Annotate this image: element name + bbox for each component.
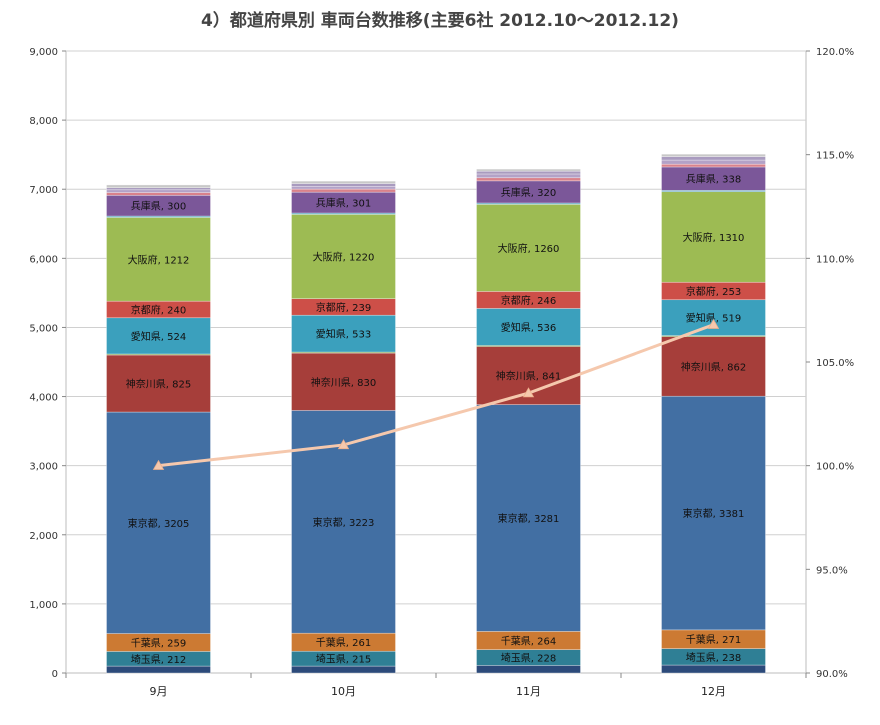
segment-data-label: 京都府, 246 — [501, 294, 556, 307]
bar-segment — [661, 336, 766, 397]
ratio-line-marker — [707, 318, 720, 329]
segment-data-label: 兵庫県, 301 — [316, 197, 371, 210]
y-tick-label: 6,000 — [29, 254, 58, 265]
bar-segment — [291, 352, 396, 411]
segment-data-label: 埼玉県, 215 — [316, 653, 371, 666]
y2-tick-label: 105.0% — [816, 358, 854, 369]
bar-segment — [661, 299, 766, 336]
axes: 0 1,000 2,000 3,000 4,000 5,000 6,000 7,000 8,00… — [29, 47, 854, 698]
segment-data-label: 千葉県, 259 — [131, 636, 186, 649]
bar-segment — [106, 354, 211, 413]
segment-data-label: 東京都, 3381 — [683, 507, 745, 520]
bar-segment — [661, 664, 766, 674]
bar-segment — [291, 214, 396, 299]
bar-segment — [476, 177, 581, 182]
x-category-label: 9月 — [150, 685, 168, 698]
segment-data-label: 兵庫県, 320 — [501, 186, 556, 199]
segment-data-label: 千葉県, 261 — [316, 636, 371, 649]
segment-data-label: 東京都, 3205 — [128, 517, 190, 530]
segment-data-label: 大阪府, 1220 — [313, 251, 375, 264]
bar-segment — [661, 153, 766, 157]
bar-segment — [476, 204, 581, 292]
y-tick-label: 9,000 — [29, 47, 58, 58]
segment-data-label: 京都府, 239 — [316, 301, 371, 314]
bar-segment — [106, 184, 211, 189]
segment-data-label: 神奈川県, 862 — [681, 360, 746, 373]
segment-data-label: 東京都, 3281 — [498, 512, 560, 525]
segment-data-label: 千葉県, 271 — [686, 633, 741, 646]
segment-data-label: 埼玉県, 212 — [131, 653, 186, 666]
ratio-line — [152, 318, 720, 470]
ratio-line-marker — [522, 387, 535, 398]
bar-segment — [291, 188, 396, 193]
x-category-label: 11月 — [516, 685, 541, 698]
y-tick-label: 5,000 — [29, 323, 58, 334]
ratio-line-path — [158, 323, 715, 468]
bar-segment — [291, 180, 396, 184]
bar-segment — [106, 317, 211, 355]
segment-data-label: 京都府, 240 — [131, 303, 186, 316]
y2-tick-label: 110.0% — [816, 254, 854, 265]
segment-data-label: 東京都, 3223 — [313, 516, 375, 529]
bar-segment — [476, 665, 581, 674]
bar-segment — [476, 170, 581, 175]
bar-segment — [291, 665, 396, 674]
ratio-line-marker — [337, 439, 350, 450]
segment-data-label: 兵庫県, 338 — [686, 173, 741, 186]
segment-data-label: 千葉県, 264 — [501, 635, 556, 648]
segment-data-label: 愛知県, 533 — [316, 328, 371, 341]
y2-tick-label: 115.0% — [816, 151, 854, 162]
chart-title: 4）都道府県別 車両台数推移(主要6社 2012.10〜2012.12) — [201, 11, 679, 31]
segment-data-label: 神奈川県, 825 — [126, 378, 191, 391]
bar-segment — [106, 192, 211, 196]
segment-data-label: 兵庫県, 300 — [131, 200, 186, 213]
y-tick-label: 1,000 — [29, 600, 58, 611]
bar-segment — [661, 191, 766, 283]
y-tick-label: 4,000 — [29, 393, 58, 404]
segment-data-label: 愛知県, 524 — [131, 330, 186, 343]
bar-stacks — [106, 153, 766, 674]
y2-tick-label: 90.0% — [816, 669, 848, 680]
segment-data-label: 愛知県, 536 — [501, 321, 556, 334]
x-category-label: 10月 — [331, 685, 356, 698]
segment-data-label: 大阪府, 1260 — [498, 242, 560, 255]
segment-labels: 埼玉県, 212 千葉県, 259 東京都, 3205 神奈川県, 825 愛知県, 5… — [126, 173, 746, 666]
y-tick-label: 7,000 — [29, 185, 58, 196]
x-category-label: 12月 — [701, 685, 726, 698]
bar-segment — [106, 189, 211, 193]
segment-data-label: 埼玉県, 228 — [501, 652, 556, 665]
bar-segment — [661, 395, 766, 631]
bar-segment — [661, 159, 766, 165]
bar-segment — [106, 217, 211, 302]
bar-segment — [476, 404, 581, 632]
y-tick-label: 3,000 — [29, 462, 58, 473]
bar-segment — [106, 187, 211, 191]
ratio-line-marker — [152, 459, 165, 470]
y2-tick-label: 95.0% — [816, 565, 848, 576]
bar-segment — [661, 156, 766, 161]
bar-segment — [661, 163, 766, 168]
bar-segment — [476, 168, 581, 172]
y-tick-label: 2,000 — [29, 531, 58, 542]
segment-data-label: 神奈川県, 841 — [496, 370, 561, 383]
bar-segment — [476, 308, 581, 346]
segment-data-label: 大阪府, 1310 — [683, 231, 745, 244]
y-tick-label: 0 — [52, 669, 58, 680]
segment-data-label: 京都府, 253 — [686, 285, 741, 298]
y2-tick-label: 120.0% — [816, 47, 854, 58]
bar-segment — [476, 173, 581, 179]
segment-data-label: 大阪府, 1212 — [128, 253, 190, 266]
y2-tick-label: 100.0% — [816, 462, 854, 473]
bar-segment — [291, 314, 396, 353]
y-tick-label: 8,000 — [29, 116, 58, 127]
segment-data-label: 埼玉県, 238 — [686, 651, 741, 664]
segment-data-label: 愛知県, 519 — [686, 312, 741, 325]
bar-segment — [106, 411, 211, 634]
segment-data-label: 神奈川県, 830 — [311, 376, 376, 389]
bar-segment — [291, 186, 396, 190]
bar-segment — [106, 665, 211, 674]
bar-segment — [291, 183, 396, 187]
